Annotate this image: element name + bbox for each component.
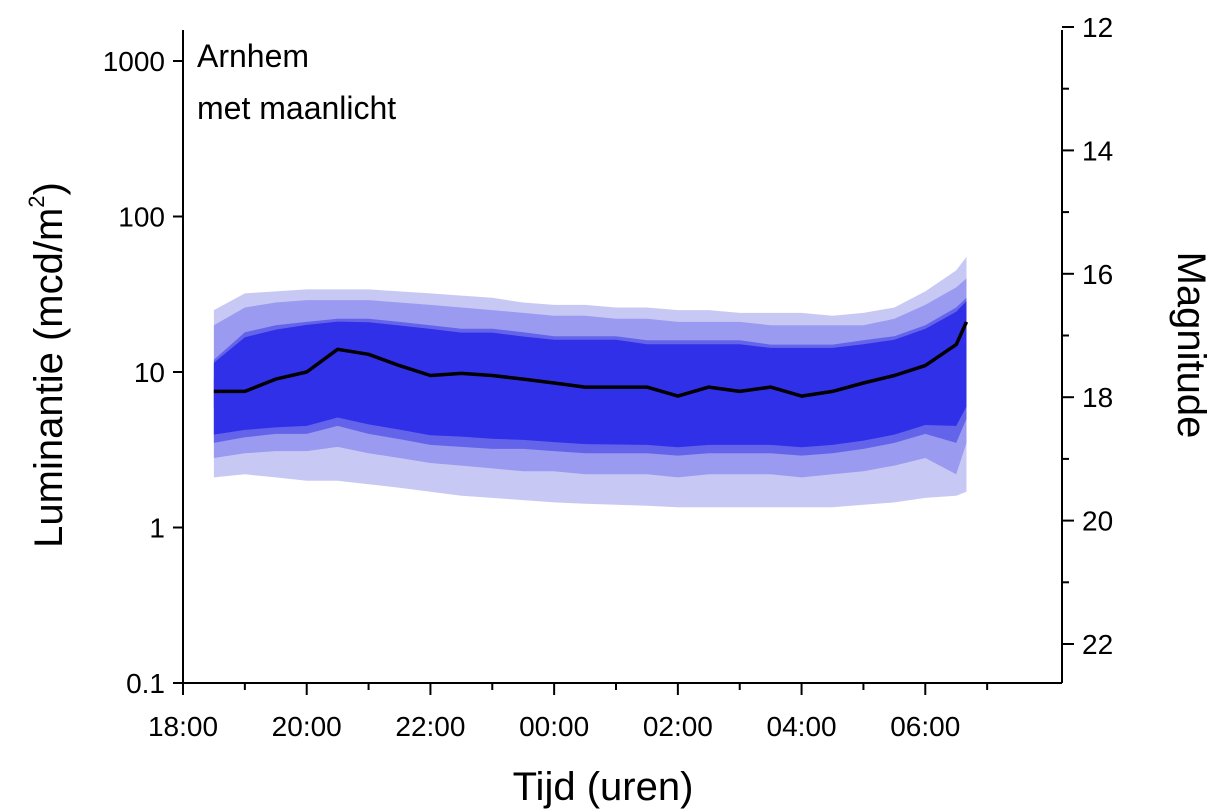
y2-tick-label: 20: [1082, 506, 1113, 537]
x-ticks: 18:00 20:00 22:00 00:00 02:00 04:00 06:00: [148, 683, 989, 742]
y-tick-label: 0.1: [126, 668, 165, 699]
y2-tick-label: 22: [1082, 629, 1113, 660]
luminance-bands: [213, 256, 967, 508]
y-ticks: 0.1 1 10 100 1000: [103, 46, 183, 699]
y2-tick-label: 14: [1082, 135, 1113, 166]
y-tick-label: 1: [149, 513, 165, 544]
y2-ticks: 12 14 16 18 20 22: [1062, 12, 1113, 660]
y-tick-label: 1000: [103, 46, 165, 77]
x-tick-label: 04:00: [767, 711, 837, 742]
y-tick-label: 100: [118, 202, 165, 233]
x-tick-label: 18:00: [148, 711, 218, 742]
band-inner-blue: [213, 301, 967, 448]
x-tick-label: 20:00: [272, 711, 342, 742]
annotation-line-2: met maanlicht: [197, 90, 396, 126]
median-line: [213, 321, 969, 398]
y-axis-title-superscript: 2: [24, 195, 49, 207]
y2-tick-label: 12: [1082, 12, 1113, 43]
annotation-line-1: Arnhem: [197, 38, 309, 74]
x-tick-label: 02:00: [643, 711, 713, 742]
y2-axis-title: Magnitude: [1169, 252, 1213, 439]
y-tick-label: 10: [134, 357, 165, 388]
y2-tick-label: 18: [1082, 382, 1113, 413]
y-axis-title: Luminantie (mcd/m2): [24, 182, 71, 548]
x-axis-title: Tijd (uren): [513, 765, 694, 809]
x-tick-label: 06:00: [890, 711, 960, 742]
y-axis-title-close: ): [27, 182, 71, 195]
x-tick-label: 00:00: [519, 711, 589, 742]
x-tick-label: 22:00: [395, 711, 465, 742]
y2-tick-label: 16: [1082, 259, 1113, 290]
y-axis-title-main: Luminantie (mcd/m: [27, 208, 71, 548]
